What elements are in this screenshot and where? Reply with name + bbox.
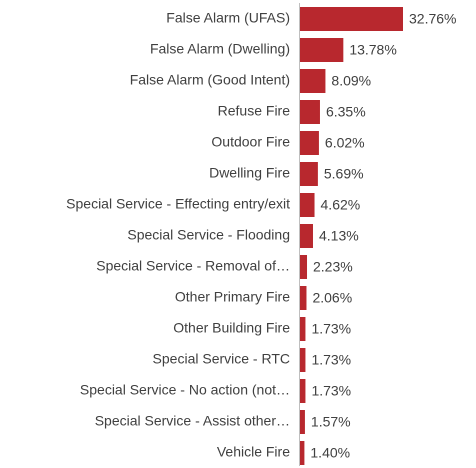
value-label: 13.78%	[349, 42, 396, 58]
value-label: 8.09%	[331, 73, 371, 89]
category-label: False Alarm (Dwelling)	[150, 41, 290, 57]
category-label: Outdoor Fire	[211, 134, 290, 150]
bar	[300, 410, 305, 434]
bar	[300, 255, 308, 279]
bar	[300, 100, 320, 124]
value-label: 6.02%	[325, 135, 365, 151]
bar	[300, 286, 307, 310]
category-label: Special Service - RTC	[153, 351, 290, 367]
category-label: False Alarm (Good Intent)	[130, 72, 290, 88]
value-label: 2.23%	[313, 259, 353, 275]
category-label: Special Service - Removal of…	[96, 258, 290, 274]
value-label: 1.73%	[311, 321, 351, 337]
bar	[300, 317, 306, 341]
bar	[300, 348, 306, 372]
category-label: Dwelling Fire	[209, 165, 290, 181]
bar	[300, 441, 305, 465]
value-label: 6.35%	[326, 104, 366, 120]
bar	[300, 162, 318, 186]
value-label: 1.40%	[310, 445, 350, 461]
value-label: 5.69%	[324, 166, 364, 182]
category-label: Refuse Fire	[218, 103, 291, 119]
bar	[300, 7, 403, 31]
category-label: Other Primary Fire	[175, 289, 290, 305]
category-label: Special Service - Assist other…	[95, 413, 290, 429]
value-label: 1.57%	[311, 414, 351, 430]
category-label: Special Service - No action (not…	[80, 382, 290, 398]
value-label: 1.73%	[311, 352, 351, 368]
category-label: Special Service - Effecting entry/exit	[66, 196, 290, 212]
bar	[300, 38, 344, 62]
value-label: 2.06%	[312, 290, 352, 306]
bar	[300, 193, 315, 217]
bar	[300, 69, 326, 93]
category-label: Special Service - Flooding	[127, 227, 290, 243]
category-label: Other Building Fire	[173, 320, 290, 336]
bar	[300, 131, 319, 155]
bar	[300, 224, 313, 248]
value-label: 32.76%	[409, 11, 456, 27]
bar	[300, 379, 306, 403]
value-label: 4.62%	[321, 197, 361, 213]
value-label: 1.73%	[311, 383, 351, 399]
category-label: Vehicle Fire	[217, 444, 290, 460]
category-label: False Alarm (UFAS)	[166, 10, 290, 26]
value-label: 4.13%	[319, 228, 359, 244]
